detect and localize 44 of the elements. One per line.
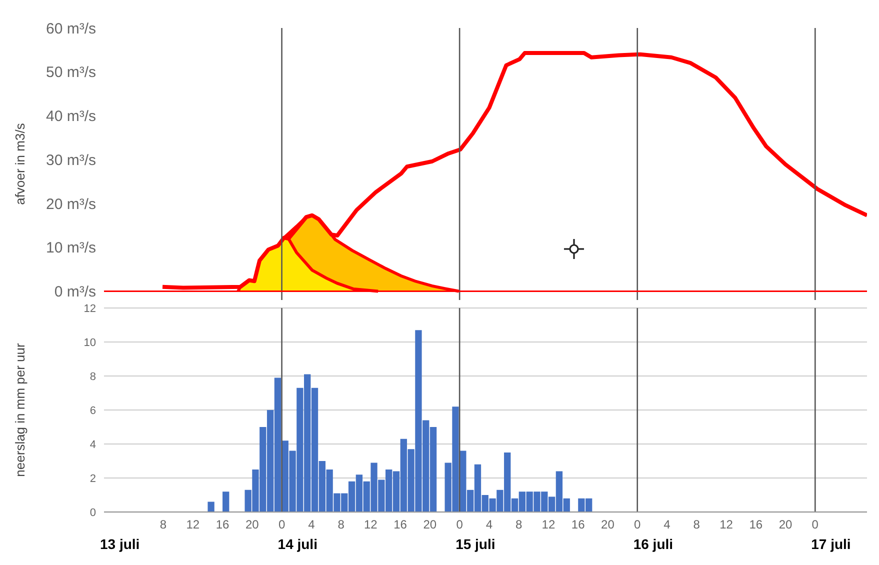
y-tick-label: 40 m³/s — [46, 108, 96, 126]
y-tick-label: 6 — [90, 404, 96, 417]
x-tick-label: 12 — [186, 518, 200, 532]
y-axis-title: neerslag in mm per uur — [12, 342, 28, 477]
x-tick-label: 0 — [634, 518, 642, 532]
y-tick-label: 10 — [84, 336, 96, 349]
x-tick-label: 12 — [364, 518, 378, 532]
x-tick-label: 16 — [749, 518, 763, 532]
x-tick-label: 16 — [216, 518, 230, 532]
x-tick-label: 20 — [423, 518, 437, 532]
y-tick-label: 50 m³/s — [46, 64, 96, 82]
y-tick-label: 2 — [90, 472, 96, 485]
ref-line-label: 16 juli — [633, 536, 674, 552]
ref-line-label: 17 juli — [811, 536, 851, 552]
y-tick-label: 4 — [90, 438, 96, 451]
x-tick-label: 8 — [338, 518, 345, 532]
x-tick-label: 20 — [245, 518, 260, 532]
y-tick-label: 12 — [84, 302, 96, 315]
y-tick-label: 60 m³/s — [46, 20, 96, 38]
x-tick-label: 0 — [812, 518, 819, 532]
x-tick-label: 20 — [778, 518, 793, 532]
text: 13 juli — [100, 536, 140, 552]
x-tick-label: 0 — [278, 518, 286, 532]
x-tick-label: 4 — [308, 518, 316, 532]
x-tick-label: 0 — [456, 518, 464, 532]
y-tick-label: 20 m³/s — [46, 196, 96, 213]
y-tick-label: 0 m³/s — [54, 284, 96, 301]
ref-line-label: 15 juli — [456, 536, 496, 552]
y-tick-label: 0 — [90, 506, 96, 519]
y-tick-label: 10 m³/s — [46, 240, 96, 257]
x-tick-label: 16 — [571, 518, 586, 532]
x-tick-label: 12 — [720, 518, 734, 532]
x-tick-label: 4 — [664, 518, 671, 532]
ref-line-label: 14 juli — [278, 536, 318, 552]
x-tick-label: 8 — [693, 518, 700, 532]
y-tick-label: 8 — [90, 370, 96, 383]
x-tick-label: 8 — [160, 518, 167, 532]
x-tick-label: 4 — [486, 518, 493, 532]
y-tick-label: 30 m³/s — [46, 152, 96, 169]
x-tick-label: 12 — [542, 518, 556, 532]
x-tick-label: 8 — [515, 518, 522, 532]
x-tick-label: 16 — [394, 518, 408, 532]
x-tick-label: 20 — [601, 518, 615, 532]
y-axis-title: afvoer in m3/s — [12, 122, 28, 205]
